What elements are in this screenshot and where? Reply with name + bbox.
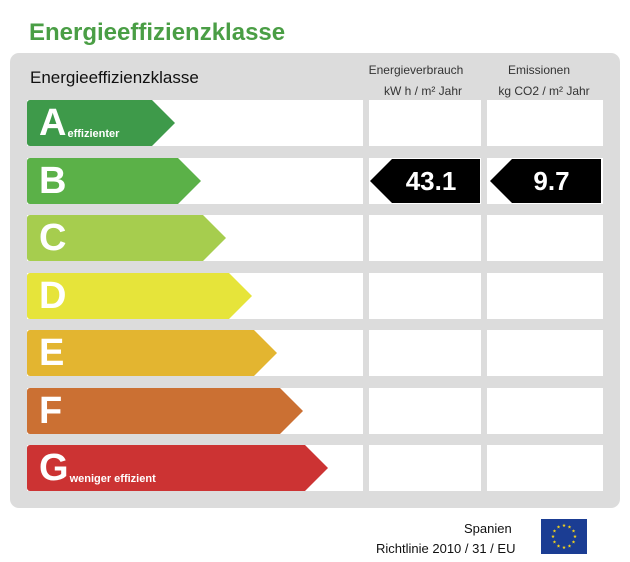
energy-cell-a xyxy=(369,100,481,146)
directive-label: Richtlinie 2010 / 31 / EU xyxy=(376,541,516,556)
energy-column-header: Energieverbrauch xyxy=(368,63,464,77)
flag-star xyxy=(571,540,576,544)
class-letter: B xyxy=(39,160,67,202)
class-letter: A xyxy=(39,102,67,144)
energy-cell-f xyxy=(369,388,481,434)
class-arrow-f: F xyxy=(27,388,303,434)
flag-star xyxy=(567,525,572,529)
country-label: Spanien xyxy=(464,521,512,536)
emissions-cell-e xyxy=(487,330,603,376)
flag-star xyxy=(551,534,555,539)
class-letter: C xyxy=(39,217,67,259)
class-arrow-c: C xyxy=(27,215,226,261)
flag-star xyxy=(562,523,566,528)
class-description: effizienter xyxy=(67,128,120,140)
class-letter: F xyxy=(39,390,63,432)
flag-star xyxy=(556,544,561,548)
energy-cell-e xyxy=(369,330,481,376)
class-letter: G xyxy=(39,447,69,489)
flag-star xyxy=(567,544,572,548)
eu-flag-icon xyxy=(541,519,587,554)
energy-cell-d xyxy=(369,273,481,319)
panel-heading: Energieeffizienzklasse xyxy=(30,68,199,87)
emissions-cell-a xyxy=(487,100,603,146)
emissions-value-tag: 9.7 xyxy=(490,159,601,203)
emissions-cell-d xyxy=(487,273,603,319)
class-arrow-b: B xyxy=(27,158,201,204)
class-description: weniger effizient xyxy=(69,473,156,485)
class-letter: D xyxy=(39,275,67,317)
energy-value-tag: 43.1 xyxy=(370,159,480,203)
emissions-cell-g xyxy=(487,445,603,491)
emissions-column-header: Emissionen xyxy=(507,63,571,77)
flag-star xyxy=(573,534,577,539)
flag-star xyxy=(552,529,557,533)
emissions-column-unit: kg CO2 / m² Jahr xyxy=(498,84,590,98)
flag-star xyxy=(562,545,566,550)
class-letter: E xyxy=(39,332,65,374)
class-arrow-d: D xyxy=(27,273,252,319)
emissions-cell-c xyxy=(487,215,603,261)
page-title: Energieeffizienzklasse xyxy=(29,19,286,46)
flag-star xyxy=(556,525,561,529)
class-arrow-e: E xyxy=(27,330,277,376)
energy-cell-c xyxy=(369,215,481,261)
flag-star xyxy=(571,529,576,533)
energy-column-unit: kW h / m² Jahr xyxy=(383,84,462,98)
emissions-cell-f xyxy=(487,388,603,434)
flag-star xyxy=(552,540,557,544)
energy-cell-g xyxy=(369,445,481,491)
